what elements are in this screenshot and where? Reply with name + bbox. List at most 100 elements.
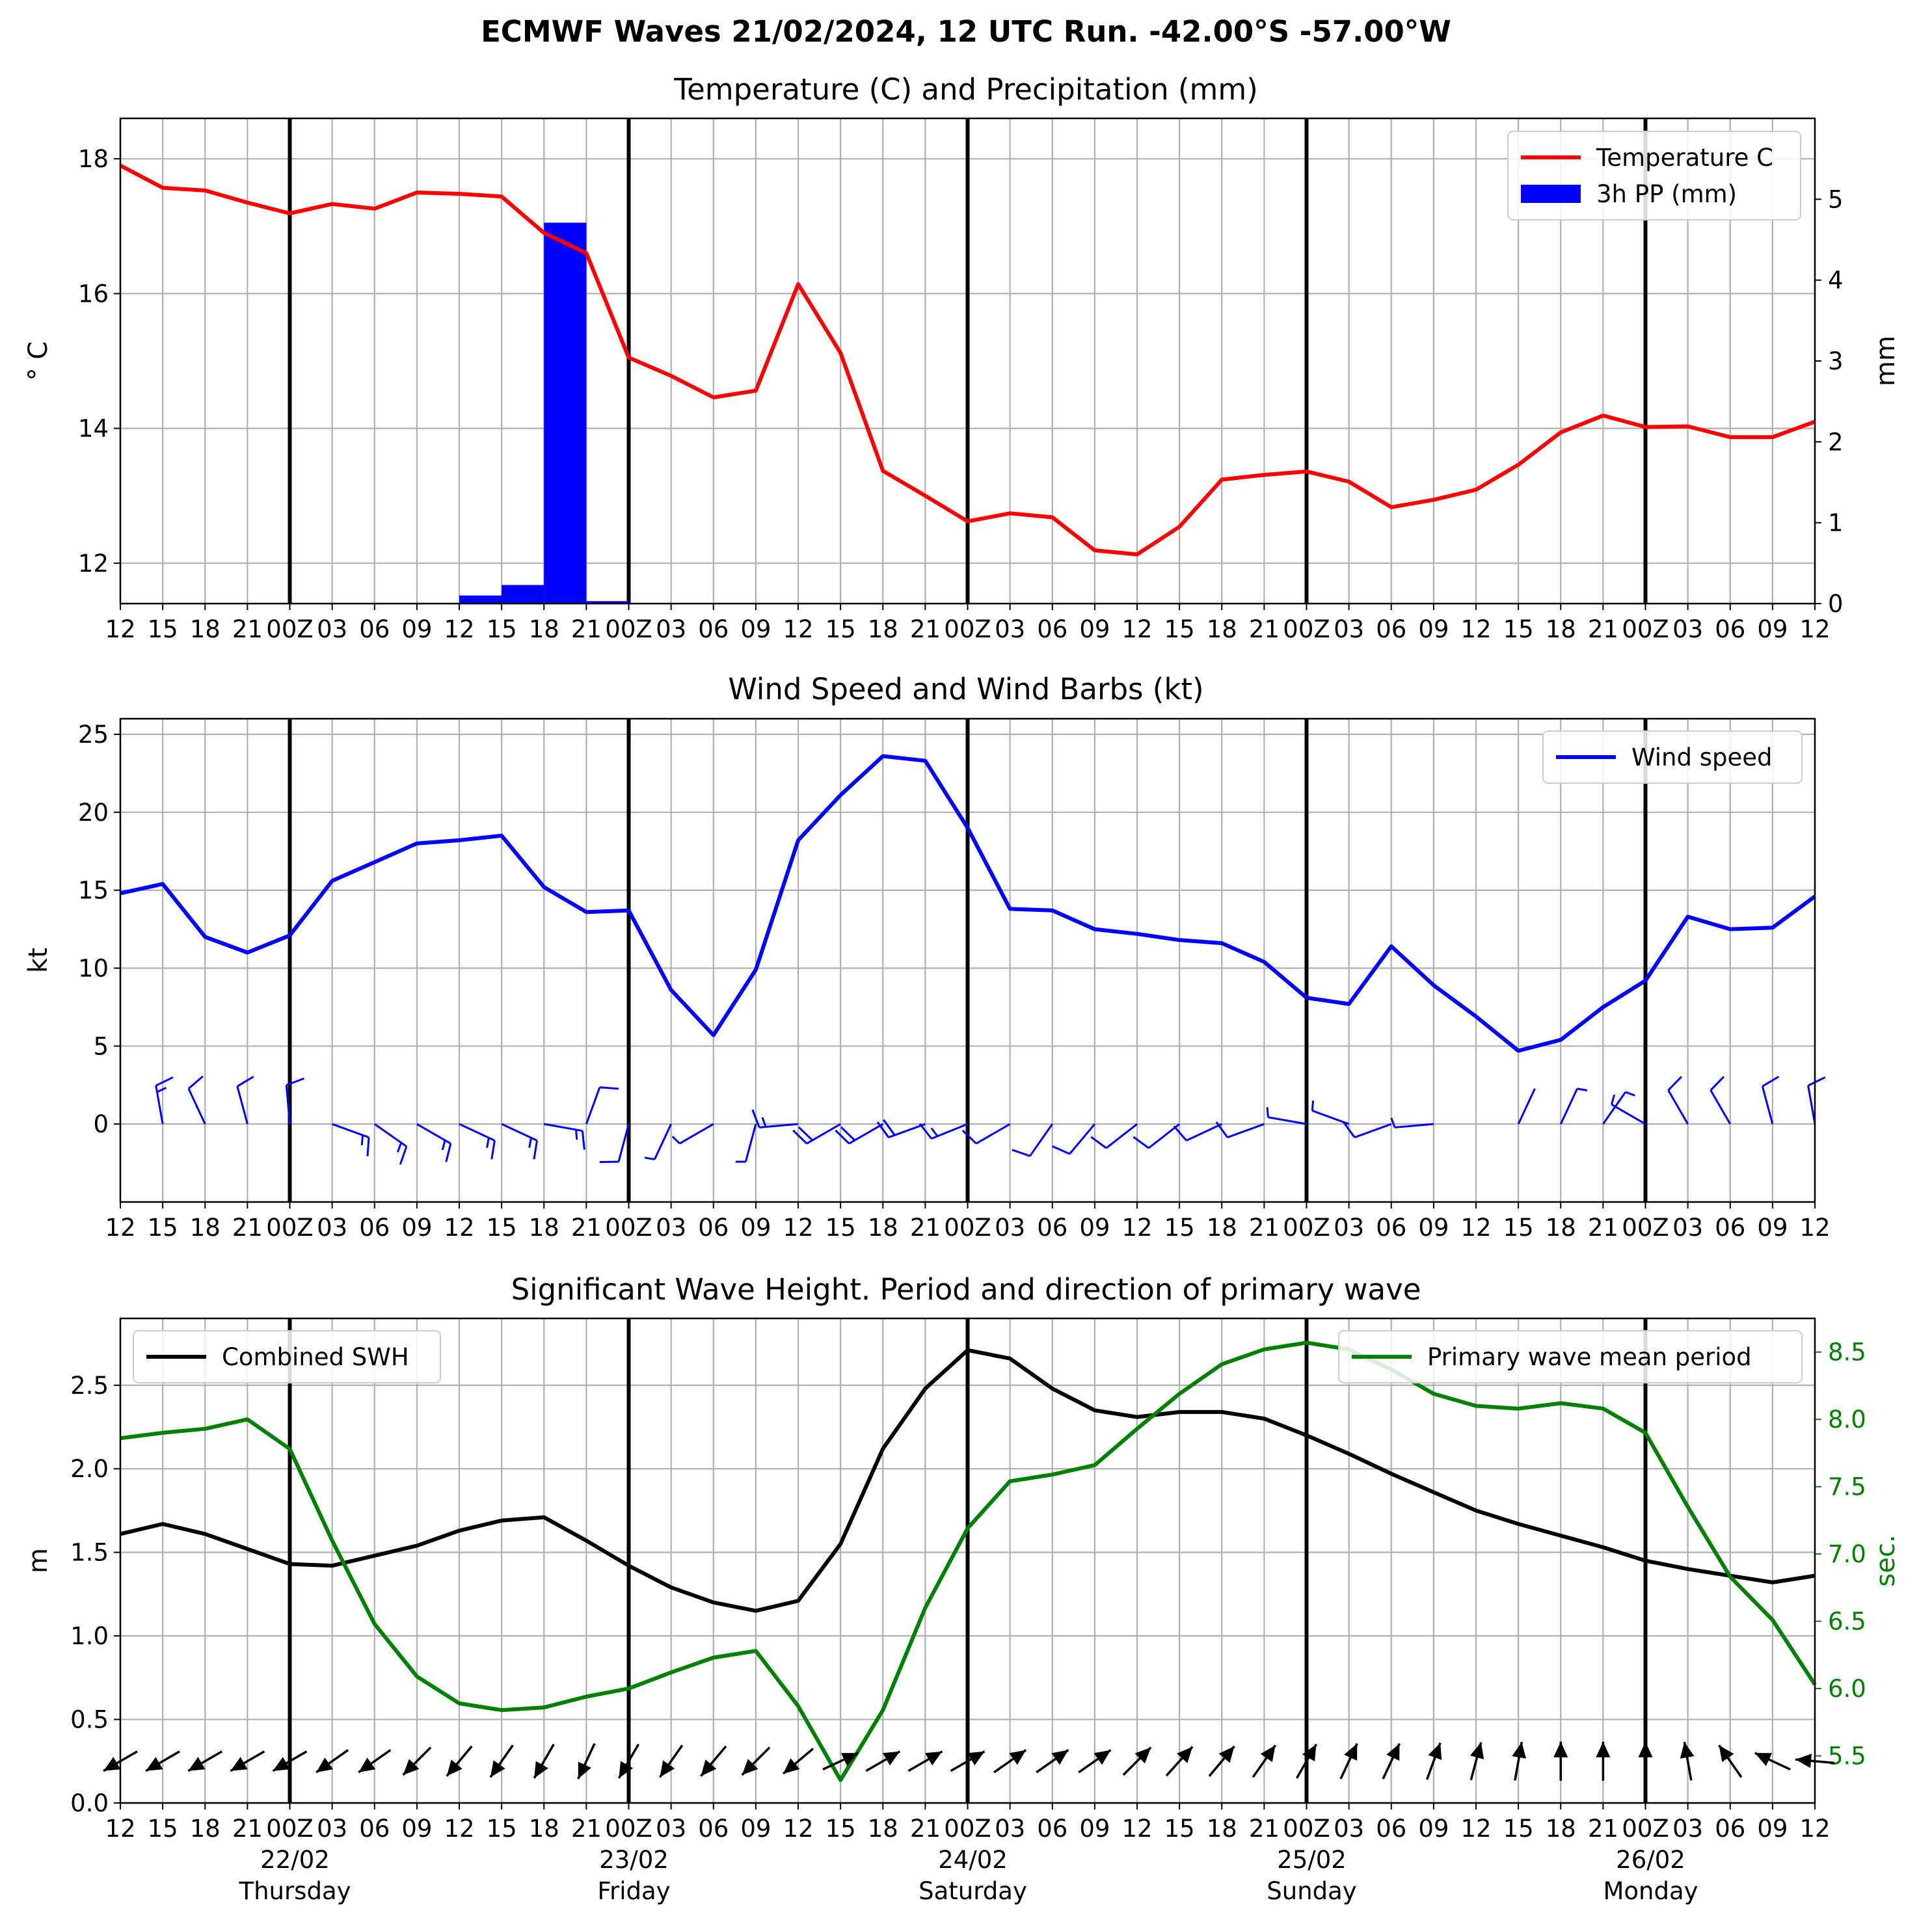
x-tick-label: 15 [825, 1815, 856, 1843]
x-tick-label: 00Z [1622, 615, 1669, 643]
x-tick-label: 06 [1376, 1815, 1406, 1843]
wind-barb [155, 1076, 174, 1125]
x-tick-label: 00Z [1622, 1815, 1669, 1843]
x-tick-label: 12 [444, 1214, 474, 1242]
x-tick-label: 09 [1757, 615, 1788, 643]
barb-half-flag [1611, 1094, 1616, 1105]
wave-direction-arrow [1295, 1743, 1318, 1779]
x-tick-label: 00Z [266, 1815, 313, 1843]
legend-label: 3h PP (mm) [1596, 180, 1737, 208]
barb-flag [1343, 1121, 1356, 1138]
wind-barb [373, 1123, 408, 1165]
barb-half-flag [1625, 1091, 1635, 1097]
wave-direction-arrow [145, 1750, 180, 1772]
wave-direction-arrow [950, 1750, 986, 1772]
day-name-label: Saturday [919, 1877, 1027, 1905]
barb-flag [840, 1126, 855, 1141]
barb-shaft [1517, 1088, 1536, 1125]
x-tick-label: 06 [1037, 1214, 1067, 1242]
wind-barb [644, 1123, 672, 1161]
wind-panel: Wind Speed and Wind Barbs (kt) 0 5 10 15 20 2… [23, 672, 1831, 1242]
x-tick-label: 12 [783, 1214, 813, 1242]
arrow-head [316, 1757, 334, 1772]
arrow-head [783, 1758, 800, 1774]
x-tick-label: 03 [995, 1815, 1025, 1843]
wind-barb [1090, 1123, 1138, 1149]
x-tick-label: 12 [783, 1815, 813, 1843]
x-tick-label: 15 [487, 1214, 517, 1242]
legend-box [1507, 131, 1801, 220]
arrow-head [840, 1753, 859, 1767]
x-tick-label: 18 [529, 1214, 559, 1242]
barb-half-flag [396, 1142, 403, 1153]
x-tick-label: 06 [698, 615, 729, 643]
barb-flag [1807, 1076, 1826, 1087]
temperature-precip-panel: Temperature (C) and Precipitation (mm) 1… [23, 72, 1901, 643]
barb-flag [1173, 1125, 1188, 1141]
barb-shaft [975, 1123, 1011, 1145]
barb-flag [1012, 1149, 1030, 1157]
wind-barb [459, 1123, 496, 1160]
barb-shaft [1559, 1088, 1578, 1125]
barb-shaft [653, 1123, 672, 1160]
x-tick-label: 12 [1460, 1815, 1491, 1843]
barb-half-flag [1266, 1107, 1269, 1117]
y-right-tick-label: 1 [1828, 509, 1844, 537]
wind-barb [1343, 1121, 1392, 1139]
barb-half-flag [441, 1140, 446, 1151]
arrow-head [1754, 1753, 1773, 1767]
temperature-line [119, 163, 1816, 557]
y-tick-label: 2.0 [70, 1455, 109, 1483]
x-tick-label: 00Z [944, 1815, 991, 1843]
wave-direction-arrow [1754, 1752, 1791, 1771]
x-tick-label: 18 [1207, 1214, 1237, 1242]
day-date-label: 24/02 [938, 1846, 1008, 1874]
wave-direction-arrow [272, 1750, 308, 1772]
wind-barb [876, 1119, 926, 1139]
wind-barb [1761, 1075, 1780, 1125]
x-tick-label: 09 [1079, 615, 1110, 643]
y-right-tick-label: 8.5 [1828, 1339, 1866, 1367]
x-tick-label: 09 [1418, 1815, 1449, 1843]
x-tick-label: 06 [359, 1815, 390, 1843]
barb-half-flag [761, 1117, 767, 1128]
day-name-label: Monday [1603, 1877, 1698, 1905]
y-axis-label: kt [23, 948, 53, 973]
x-tick-label: 18 [1546, 1214, 1576, 1242]
barb-flag [155, 1076, 174, 1087]
y-right-tick-label: 2 [1828, 428, 1844, 456]
y-tick-label: 10 [78, 954, 109, 982]
x-tick-label: 00Z [266, 615, 313, 643]
barb-shaft [187, 1088, 206, 1125]
x-tick-label: 00Z [266, 1214, 313, 1242]
y-right-tick-label: 5.5 [1828, 1742, 1866, 1770]
x-tick-label: 09 [1079, 1815, 1110, 1843]
x-tick-label: 15 [148, 1214, 178, 1242]
legend-box [1542, 730, 1803, 784]
x-tick-label: 12 [444, 1815, 474, 1843]
x-tick-label: 18 [1546, 1815, 1576, 1843]
x-tick-label: 06 [698, 1214, 729, 1242]
wave-direction-arrow [1680, 1741, 1695, 1781]
barb-shaft [543, 1123, 583, 1132]
y-right-tick-label: 7.5 [1828, 1473, 1866, 1501]
x-tick-label: 00Z [605, 1815, 652, 1843]
arrow-head [103, 1757, 121, 1771]
barb-shaft [1069, 1123, 1096, 1155]
x-tick-label: 03 [317, 1815, 347, 1843]
x-tick-label: 12 [1121, 1815, 1152, 1843]
barb-shaft [1394, 1123, 1434, 1128]
wind-barb [1266, 1107, 1307, 1125]
x-tick-label: 15 [148, 1815, 178, 1843]
x-tick-label: 21 [232, 615, 263, 643]
x-tick-label: 06 [1715, 615, 1745, 643]
x-tick-label: 09 [401, 1815, 432, 1843]
x-tick-label: 12 [1799, 1214, 1830, 1242]
x-tick-label: 18 [190, 615, 221, 643]
barb-flag [1215, 1121, 1229, 1138]
arrow-head [1795, 1754, 1812, 1769]
wave-direction-arrow [446, 1745, 473, 1777]
barb-shaft [1227, 1123, 1265, 1139]
barb-shaft [585, 1087, 601, 1125]
arrow-head [578, 1761, 591, 1779]
